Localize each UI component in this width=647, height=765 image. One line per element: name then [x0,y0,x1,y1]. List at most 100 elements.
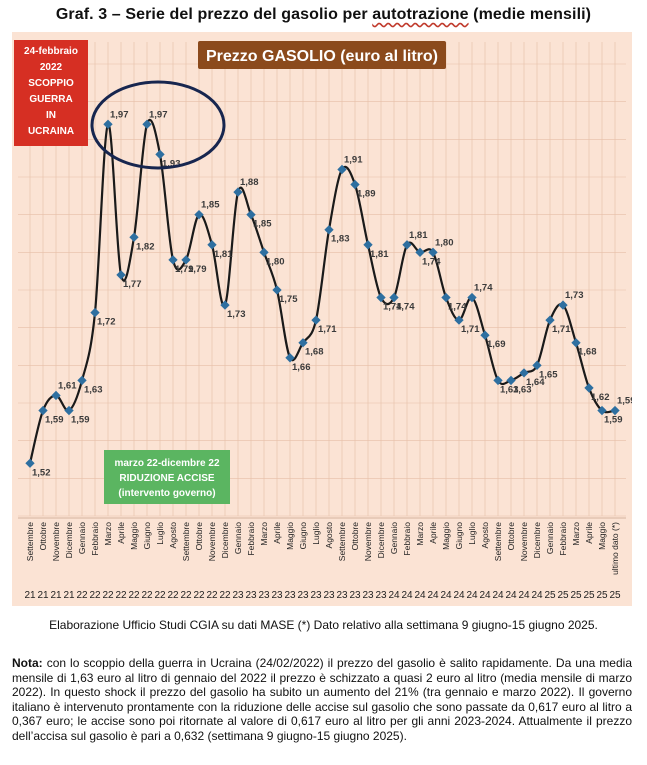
highlight-ellipse [90,80,226,170]
x-year-label: 23 [362,590,374,601]
x-year-label: 22 [180,590,192,601]
data-point [363,240,373,250]
war-annotation-line: GUERRA [29,94,72,105]
data-point [389,292,399,303]
x-tick-label: Novembre [519,522,529,561]
x-year-label: 23 [349,590,361,601]
x-tick-label: Agosto [324,522,334,549]
data-label: 1,73 [565,290,584,301]
figure-title-underlined-word: autotrazione [372,6,469,23]
x-year-label: 25 [557,590,569,601]
x-year-label: 25 [583,590,595,601]
x-tick-label: Maggio [441,522,451,550]
x-tick-label: Febbraio [246,522,256,556]
x-tick-label: Dicembre [376,522,386,559]
x-tick-label: Settembre [25,522,35,561]
x-year-label: 22 [102,590,114,601]
x-tick-label: Maggio [129,522,139,550]
x-year-label: 21 [63,590,75,601]
x-year-label: 25 [596,590,608,601]
data-label: 1,59 [45,415,64,426]
x-tick-label: Agosto [480,522,490,549]
x-tick-label: Aprile [428,522,438,544]
series-line [28,118,616,464]
data-label: 1,61 [58,380,77,391]
x-tick-label: Gennaio [545,522,555,554]
x-year-label: 21 [50,590,62,601]
x-year-label: 21 [24,590,36,601]
data-point [155,149,165,160]
data-label: 1,91 [344,154,363,165]
data-label: 1,74 [474,283,493,294]
x-tick-label: Luglio [155,522,165,545]
x-tick-label: Giugno [142,522,152,550]
chart-title: Prezzo GASOLIO (euro al litro) [206,48,438,65]
x-year-label: 24 [492,590,504,601]
x-year-label: 24 [453,590,465,601]
data-point [285,353,295,363]
x-year-label: 22 [154,590,166,601]
data-point [129,232,139,242]
chart-title-box [198,41,446,69]
data-label: 1,62 [591,392,610,403]
x-year-label: 25 [609,590,621,601]
x-year-label: 22 [128,590,140,601]
data-label: 1,59 [617,396,632,407]
data-label: 1,66 [292,362,311,373]
x-tick-label: Ottobre [506,522,516,551]
x-tick-label: Gennaio [77,522,87,554]
data-label: 1,74 [448,302,467,313]
x-tick-label: Marzo [571,522,581,546]
data-label: 1,71 [461,324,480,335]
x-year-label: 25 [570,590,582,601]
x-year-label: 21 [37,590,49,601]
x-tick-label: Novembre [51,522,61,561]
data-point [480,330,490,340]
data-label: 1,68 [305,347,324,358]
x-year-label: 24 [388,590,400,601]
x-tick-label: Luglio [467,522,477,545]
x-year-label: 23 [375,590,387,601]
x-tick-label: Gennaio [389,522,399,554]
data-point [51,390,61,401]
data-point [610,405,620,416]
data-point [597,405,607,416]
note-paragraph: Nota: con lo scoppio della guerra in Ucr… [12,656,632,743]
data-label: 1,80 [435,237,454,248]
x-year-label: 24 [414,590,426,601]
note-label: Nota: [12,656,43,670]
data-point [350,179,360,190]
data-label: 1,77 [123,279,142,290]
data-label: 1,85 [253,219,272,230]
x-year-label: 24 [440,590,452,601]
x-tick-label: Settembre [181,522,191,561]
data-label: 1,65 [539,369,558,380]
data-label: 1,64 [526,377,545,388]
data-point [402,240,412,250]
data-label: 1,52 [32,467,51,478]
data-point [506,375,516,386]
x-year-label: 22 [76,590,88,601]
data-point [584,383,594,393]
data-label: 1,85 [201,200,220,211]
data-label: 1,79 [175,264,194,275]
x-tick-label: ultimo dato (*) [610,522,620,575]
x-year-label: 22 [193,590,205,601]
data-label: 1,59 [604,415,623,426]
data-label: 1,97 [110,109,129,120]
x-year-label: 23 [297,590,309,601]
data-label: 1,59 [71,415,90,426]
data-label: 1,74 [396,302,415,313]
x-year-label: 23 [258,590,270,601]
x-tick-label: Gennaio [233,522,243,554]
data-label: 1,82 [136,241,155,252]
data-label: 1,74 [422,256,441,267]
data-point [90,307,100,318]
note-text: con lo scoppio della guerra in Ucraina (… [12,656,632,743]
chart-frame: Prezzo GASOLIO (euro al litro) 24-febbrai… [12,32,632,606]
data-label: 1,79 [188,264,207,275]
data-label: 1,74 [383,302,402,313]
data-label: 1,75 [279,294,298,305]
x-tick-label: Aprile [272,522,282,544]
data-point [311,315,321,325]
